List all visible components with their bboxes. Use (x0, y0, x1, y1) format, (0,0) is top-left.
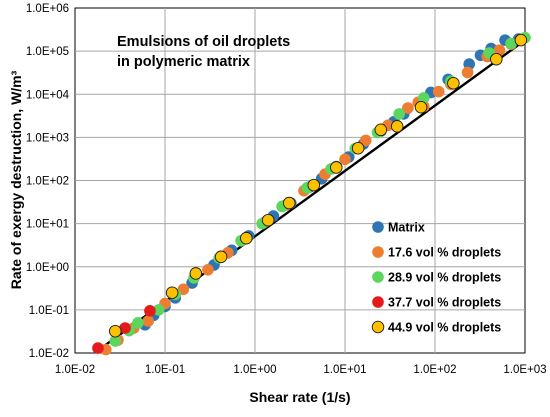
data-point (165, 286, 179, 299)
x-tick-labels: 1.0E-02 1.0E-01 1.0E+00 1.0E+01 1.0E+02 1.0E+… (55, 364, 547, 376)
legend-marker (372, 221, 384, 233)
data-point (414, 100, 428, 114)
data-point (307, 178, 321, 192)
data-point (393, 108, 405, 120)
y-axis-title: Rate of exergy destruction, W/m³ (8, 70, 24, 289)
data-point (432, 85, 445, 98)
legend-marker (371, 320, 385, 334)
legend-label: 28.9 vol % droplets (388, 271, 501, 285)
data-point (351, 141, 365, 155)
legend-marker (372, 246, 384, 258)
legend-label: 17.6 vol % droplets (388, 246, 501, 260)
data-point (374, 123, 388, 137)
data-point (417, 92, 430, 104)
data-point (142, 315, 154, 327)
data-point (505, 37, 517, 50)
legend-marker (372, 296, 384, 308)
data-point (390, 120, 404, 133)
data-point (282, 196, 296, 210)
legend-label: 37.7 vol % droplets (388, 296, 501, 310)
x-tick-label: 1.0E-02 (55, 364, 95, 376)
y-tick-label: 1.0E-01 (29, 305, 69, 317)
data-point (202, 263, 214, 276)
data-point (330, 161, 343, 174)
data-point (108, 324, 122, 338)
data-point (447, 76, 460, 90)
data-point (261, 213, 275, 227)
x-tick-label: 1.0E+02 (413, 364, 456, 376)
legend: Matrix 17.6 vol % droplets 28.9 vol % drop… (371, 221, 501, 335)
y-tick-label: 1.0E+01 (26, 219, 69, 231)
y-tick-labels: 1.0E-02 1.0E-01 1.0E+00 1.0E+01 1.0E+02 1.0E+… (26, 3, 70, 360)
data-point (144, 305, 156, 317)
data-point (359, 134, 372, 147)
data-point (189, 267, 203, 280)
data-point (339, 153, 351, 166)
y-tick-label: 1.0E+03 (26, 132, 69, 144)
y-tick-label: 1.0E+04 (26, 89, 70, 101)
y-tick-label: 1.0E+05 (26, 46, 69, 58)
annotation-line-2: in polymeric matrix (117, 54, 250, 70)
series-37-7-vol-droplets (92, 305, 156, 354)
data-point (109, 335, 122, 347)
data-point (402, 102, 414, 114)
y-tick-label: 1.0E+00 (26, 262, 69, 274)
x-tick-label: 1.0E+03 (503, 364, 546, 376)
data-point (152, 304, 165, 316)
data-point (92, 342, 104, 354)
series-44-9-vol-droplets (108, 33, 528, 338)
data-point (119, 322, 131, 334)
data-point (240, 231, 253, 245)
grid (75, 8, 525, 353)
x-tick-label: 1.0E+01 (323, 364, 366, 376)
annotation-line-1: Emulsions of oil droplets (117, 34, 290, 50)
data-point (490, 52, 503, 66)
data-point (461, 66, 474, 79)
legend-marker (372, 271, 384, 283)
y-tick-label: 1.0E+02 (26, 176, 69, 188)
x-tick-label: 1.0E+00 (233, 364, 276, 376)
data-points (92, 31, 531, 356)
x-tick-label: 1.0E-01 (145, 364, 185, 376)
y-tick-label: 1.0E+06 (26, 3, 69, 15)
data-point (514, 33, 528, 47)
legend-label: 44.9 vol % droplets (388, 321, 501, 335)
data-point (132, 317, 144, 329)
y-tick-label: 1.0E-02 (29, 348, 69, 360)
legend-label: Matrix (388, 221, 425, 235)
data-point (214, 250, 228, 264)
x-axis-title: Shear rate (1/s) (249, 389, 350, 405)
